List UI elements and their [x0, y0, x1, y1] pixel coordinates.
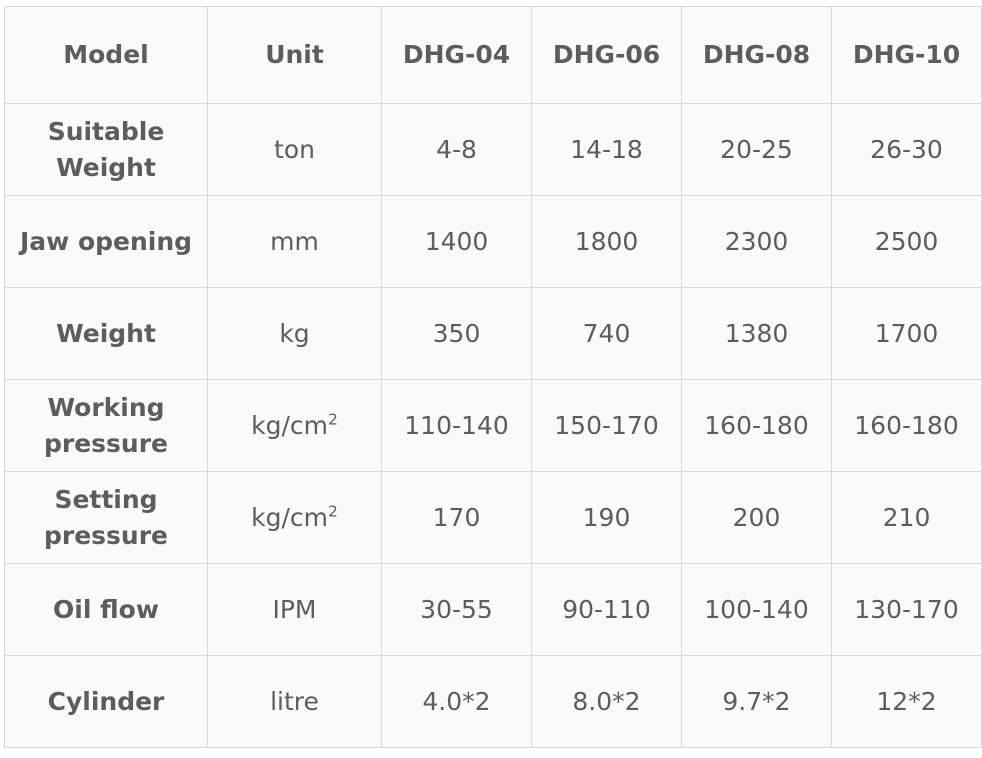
row-label: Suitable Weight — [4, 103, 208, 196]
cell-value: 12*2 — [831, 655, 982, 748]
row-label: Setting pressure — [4, 471, 208, 564]
table-header-row: Model Unit DHG-04 DHG-06 DHG-08 DHG-10 — [4, 6, 982, 104]
cell-value: 1400 — [381, 195, 532, 288]
cell-value: 2500 — [831, 195, 982, 288]
row-unit: IPM — [207, 563, 382, 656]
row-unit: ton — [207, 103, 382, 196]
row-unit: kg/cm2 — [207, 379, 382, 472]
cell-value: 160-180 — [681, 379, 832, 472]
row-label: Oil flow — [4, 563, 208, 656]
column-header-dhg-06: DHG-06 — [531, 6, 682, 104]
cell-value: 160-180 — [831, 379, 982, 472]
unit-base: kg/cm — [251, 410, 328, 440]
cell-value: 4-8 — [381, 103, 532, 196]
row-label: Working pressure — [4, 379, 208, 472]
cell-value: 740 — [531, 287, 682, 380]
table-body: Suitable Weight ton 4-8 14-18 20-25 26-3… — [4, 103, 982, 748]
cell-value: 1800 — [531, 195, 682, 288]
table-header: Model Unit DHG-04 DHG-06 DHG-08 DHG-10 — [4, 6, 982, 104]
table-row: Weight kg 350 740 1380 1700 — [4, 287, 982, 380]
cell-value: 9.7*2 — [681, 655, 832, 748]
unit-superscript: 2 — [328, 410, 338, 429]
cell-value: 20-25 — [681, 103, 832, 196]
cell-value: 4.0*2 — [381, 655, 532, 748]
cell-value: 150-170 — [531, 379, 682, 472]
specification-table: Model Unit DHG-04 DHG-06 DHG-08 DHG-10 S… — [4, 6, 982, 748]
cell-value: 350 — [381, 287, 532, 380]
row-unit: mm — [207, 195, 382, 288]
table-row: Cylinder litre 4.0*2 8.0*2 9.7*2 12*2 — [4, 655, 982, 748]
row-unit: kg — [207, 287, 382, 380]
cell-value: 2300 — [681, 195, 832, 288]
cell-value: 90-110 — [531, 563, 682, 656]
row-unit: litre — [207, 655, 382, 748]
cell-value: 110-140 — [381, 379, 532, 472]
table-row: Setting pressure kg/cm2 170 190 200 210 — [4, 471, 982, 564]
row-label: Weight — [4, 287, 208, 380]
cell-value: 130-170 — [831, 563, 982, 656]
cell-value: 30-55 — [381, 563, 532, 656]
cell-value: 200 — [681, 471, 832, 564]
table-row: Jaw opening mm 1400 1800 2300 2500 — [4, 195, 982, 288]
cell-value: 170 — [381, 471, 532, 564]
cell-value: 190 — [531, 471, 682, 564]
cell-value: 26-30 — [831, 103, 982, 196]
column-header-unit: Unit — [207, 6, 382, 104]
cell-value: 210 — [831, 471, 982, 564]
cell-value: 100-140 — [681, 563, 832, 656]
column-header-model: Model — [4, 6, 208, 104]
row-label: Cylinder — [4, 655, 208, 748]
column-header-dhg-04: DHG-04 — [381, 6, 532, 104]
column-header-dhg-08: DHG-08 — [681, 6, 832, 104]
table-row: Working pressure kg/cm2 110-140 150-170 … — [4, 379, 982, 472]
cell-value: 1380 — [681, 287, 832, 380]
row-label: Jaw opening — [4, 195, 208, 288]
row-unit: kg/cm2 — [207, 471, 382, 564]
cell-value: 8.0*2 — [531, 655, 682, 748]
cell-value: 1700 — [831, 287, 982, 380]
cell-value: 14-18 — [531, 103, 682, 196]
column-header-dhg-10: DHG-10 — [831, 6, 982, 104]
table-row: Oil flow IPM 30-55 90-110 100-140 130-17… — [4, 563, 982, 656]
unit-base: kg/cm — [251, 502, 328, 532]
table-row: Suitable Weight ton 4-8 14-18 20-25 26-3… — [4, 103, 982, 196]
unit-superscript: 2 — [328, 502, 338, 521]
